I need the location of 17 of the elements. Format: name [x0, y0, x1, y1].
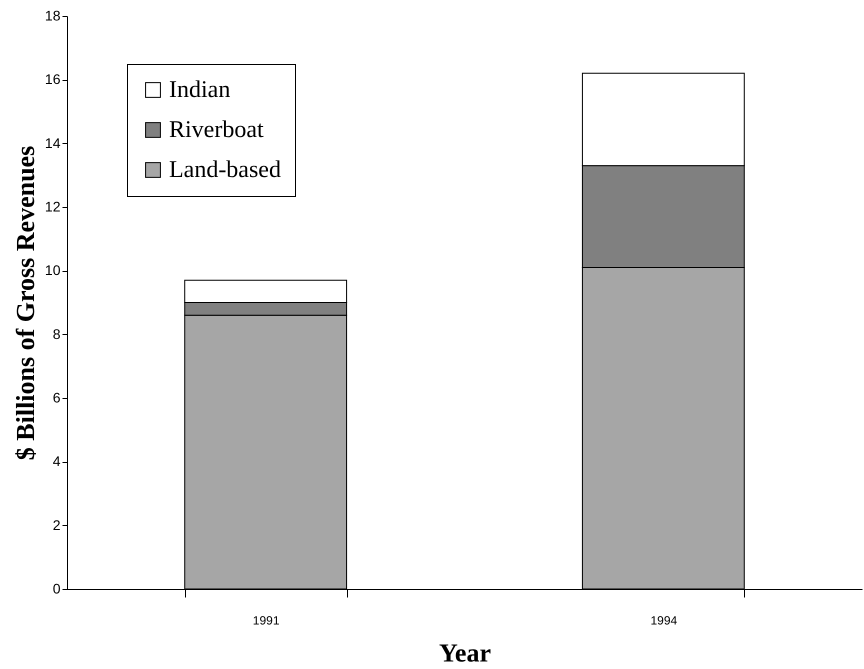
legend-label: Land-based — [169, 157, 281, 183]
y-tick-label: 0 — [52, 580, 61, 596]
y-tick-label: 4 — [52, 453, 61, 470]
y-tick-label: 8 — [52, 326, 61, 342]
x-tick-label: 1994 — [650, 614, 678, 628]
legend-label: Indian — [169, 77, 230, 103]
y-axis-title: $ Billions of Gross Revenues — [10, 146, 40, 460]
y-tick-label: 6 — [52, 390, 61, 406]
y-tick-label: 18 — [44, 8, 61, 24]
legend-label: Riverboat — [169, 117, 264, 143]
y-tick-label: 2 — [52, 516, 61, 533]
x-tick-label: 1991 — [252, 614, 280, 628]
y-tick-label: 16 — [44, 71, 61, 88]
y-tick-label: 10 — [44, 262, 61, 278]
y-tick-label: 12 — [44, 198, 61, 214]
x-axis-title: Year — [439, 638, 491, 668]
y-tick-label: 14 — [44, 134, 61, 151]
